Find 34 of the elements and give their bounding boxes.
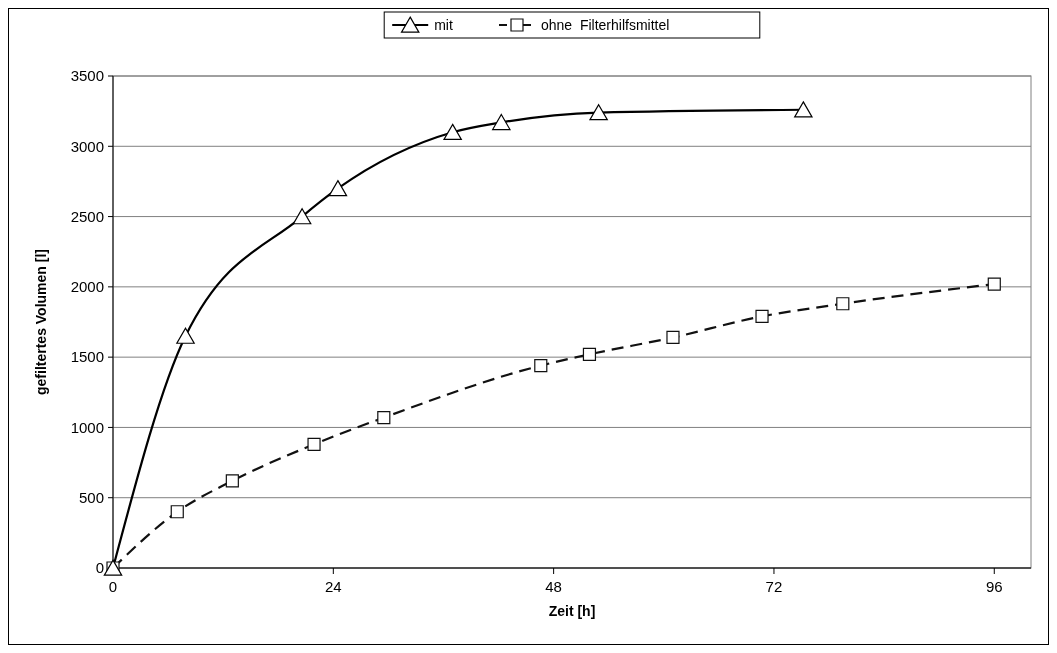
point xyxy=(492,113,511,131)
point xyxy=(292,208,312,225)
x-tick-label: 24 xyxy=(324,578,342,595)
y-tick-label: 3000 xyxy=(70,137,104,155)
point xyxy=(987,277,1001,291)
point xyxy=(328,180,348,197)
point xyxy=(582,347,597,361)
legend-label: ohne Filterhilfsmittel xyxy=(541,16,670,33)
point xyxy=(534,358,548,373)
point xyxy=(589,104,608,121)
y-axis-title: gefiltertes Volumen [l] xyxy=(33,249,49,395)
y-tick-label: 1500 xyxy=(70,348,104,366)
x-tick-label: 96 xyxy=(985,578,1003,595)
point xyxy=(377,410,391,425)
point xyxy=(836,297,850,311)
x-tick-label: 0 xyxy=(108,578,118,595)
point xyxy=(176,327,195,344)
y-tick-label: 2500 xyxy=(70,207,104,225)
point xyxy=(307,437,321,451)
y-tick-label: 3500 xyxy=(70,67,104,85)
point xyxy=(225,474,239,488)
point xyxy=(755,309,769,323)
point xyxy=(666,330,680,345)
x-tick-label: 72 xyxy=(765,578,783,595)
y-tick-label: 0 xyxy=(95,559,104,577)
y-tick-label: 1000 xyxy=(70,418,104,436)
point xyxy=(170,505,184,519)
point xyxy=(443,123,462,140)
y-tick-label: 2000 xyxy=(70,278,104,296)
x-axis-title: Zeit [h] xyxy=(548,603,596,619)
point xyxy=(794,101,813,118)
y-tick-label: 500 xyxy=(78,488,104,506)
x-tick-label: 48 xyxy=(545,578,562,595)
legend-label: mit xyxy=(434,16,453,33)
